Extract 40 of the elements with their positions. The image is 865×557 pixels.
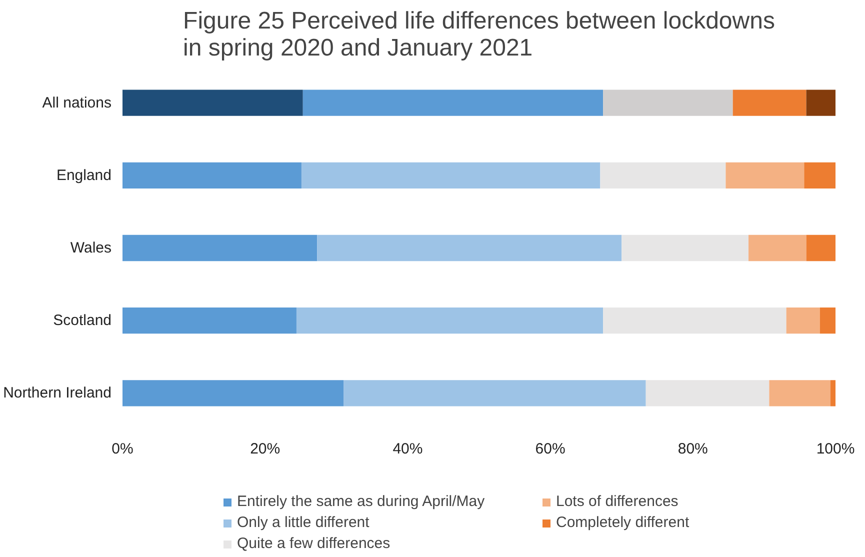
x-tick-label: 0% xyxy=(112,440,134,458)
bar xyxy=(603,90,733,116)
x-tick-label: 20% xyxy=(250,440,280,458)
bar xyxy=(769,380,831,406)
y-tick-label: All nations xyxy=(42,94,112,112)
bar xyxy=(122,90,303,116)
bar xyxy=(122,308,296,334)
bar xyxy=(301,162,600,188)
bar xyxy=(726,162,804,188)
bar xyxy=(344,380,646,406)
bar xyxy=(600,162,726,188)
bar xyxy=(830,380,836,406)
bar xyxy=(646,380,770,406)
bar xyxy=(122,162,302,188)
legend-label: Lots of differences xyxy=(556,493,680,510)
y-tick-label: Northern Ireland xyxy=(3,384,112,402)
bar xyxy=(806,234,836,262)
bar xyxy=(622,234,749,262)
x-tick-label: 40% xyxy=(392,440,423,458)
x-tick-label: 80% xyxy=(678,440,708,458)
bar xyxy=(806,90,836,116)
chart-title: Figure 25 Perceived life differences between lockdowns in spring 2020 and January 2021 xyxy=(183,8,775,62)
y-tick-label: England xyxy=(56,166,112,184)
bar xyxy=(786,308,820,334)
bar xyxy=(748,234,806,262)
bar xyxy=(122,380,344,406)
bar xyxy=(122,234,318,262)
bar xyxy=(296,308,604,334)
y-tick-label: Scotland xyxy=(53,312,112,330)
x-tick-label: 60% xyxy=(535,440,566,458)
bar xyxy=(317,234,622,262)
legend-label: Only a little different xyxy=(237,514,370,531)
bar xyxy=(804,162,836,188)
legend-label: Completely different xyxy=(556,514,690,531)
x-tick-label: 100% xyxy=(816,440,855,458)
bar xyxy=(603,308,786,334)
bar xyxy=(820,308,836,334)
legend-label: Entirely the same as during April/May xyxy=(237,493,486,510)
y-tick-label: Wales xyxy=(70,240,112,256)
legend-label: Quite a few differences xyxy=(237,535,392,552)
